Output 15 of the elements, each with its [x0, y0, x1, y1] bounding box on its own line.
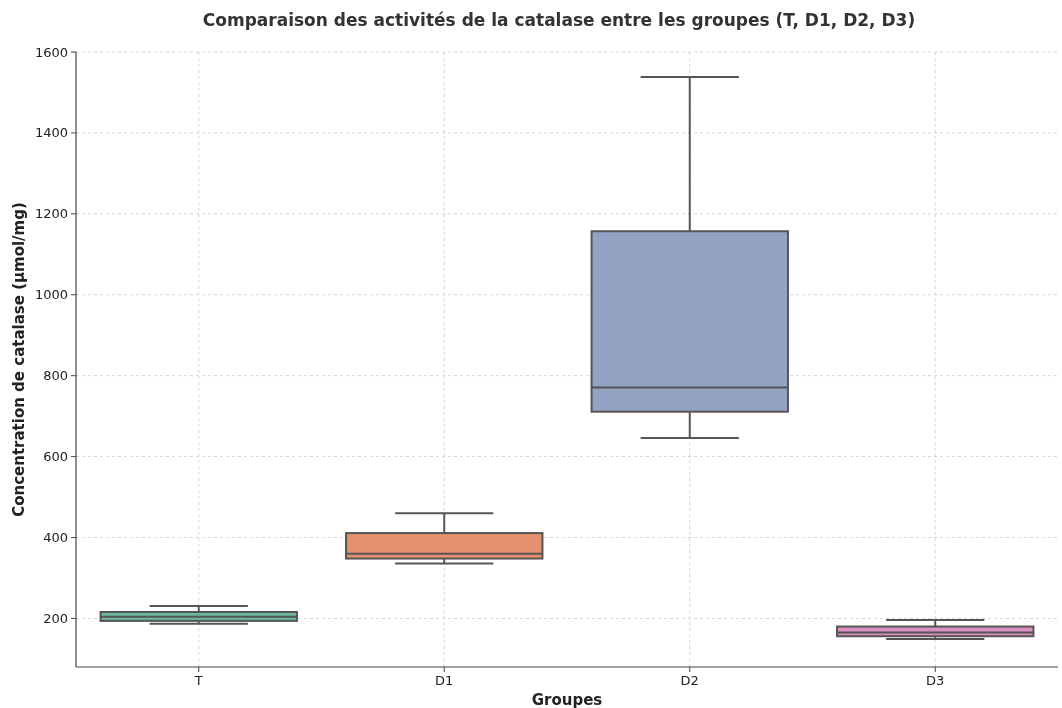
x-axis-title: Groupes: [531, 691, 603, 708]
y-tick-label: 600: [43, 449, 68, 465]
y-tick-label: 800: [43, 368, 68, 384]
x-tick-label: T: [193, 673, 203, 688]
y-tick-label: 1000: [34, 287, 68, 303]
y-tick-label: 200: [43, 611, 68, 626]
y-tick-label: 1400: [34, 125, 68, 141]
y-tick-label: 1600: [34, 44, 68, 60]
y-tick-label: 400: [43, 530, 68, 546]
x-tick-label: D2: [680, 673, 699, 688]
x-tick-label: D1: [435, 673, 454, 688]
chart-title: Comparaison des activités de la catalase entre les groupes (T, D1, D2, D3): [202, 10, 916, 30]
x-tick-label: D3: [926, 673, 945, 688]
y-tick-label: 1200: [34, 206, 68, 222]
y-axis-title: Concentration de catalase (µmol/mg): [10, 202, 28, 517]
